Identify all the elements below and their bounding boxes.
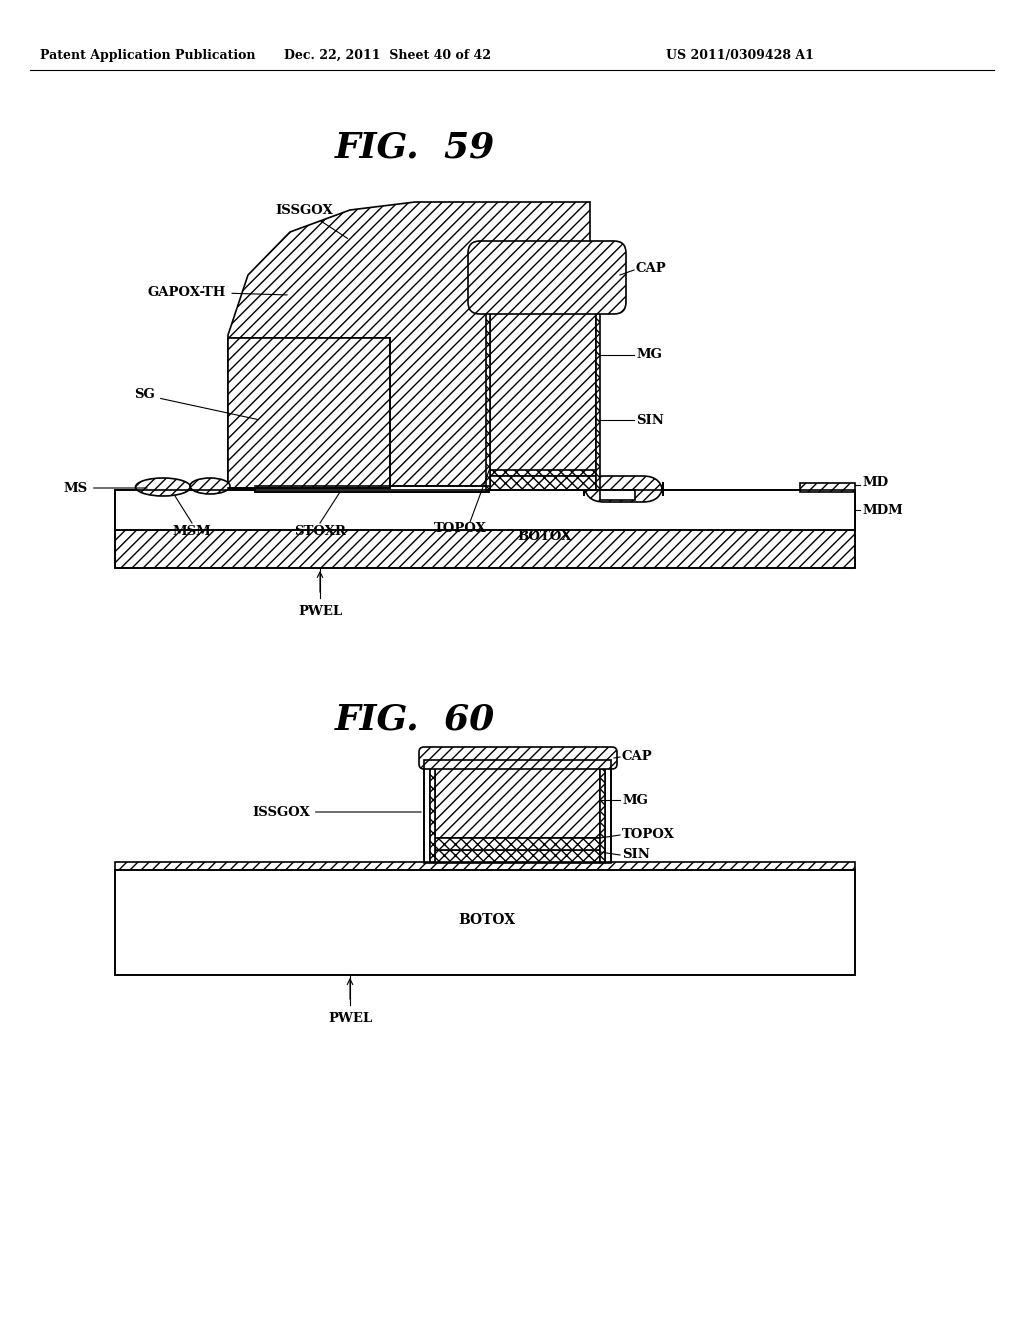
Bar	[228, 338, 390, 488]
Text: FIG.  59: FIG. 59	[335, 131, 496, 165]
Text: CAP: CAP	[622, 751, 652, 763]
Bar	[435, 850, 600, 862]
Bar	[115, 490, 855, 568]
Bar	[115, 870, 855, 975]
Bar	[115, 490, 855, 531]
Bar	[600, 760, 605, 862]
Text: ISSGOX: ISSGOX	[275, 203, 348, 239]
Bar	[605, 760, 611, 862]
Text: BOTOX: BOTOX	[459, 913, 515, 927]
Text: MDM: MDM	[862, 503, 903, 516]
Bar	[228, 338, 390, 488]
Bar	[490, 305, 596, 470]
Text: Patent Application Publication: Patent Application Publication	[40, 49, 256, 62]
Text: FIG.  60: FIG. 60	[335, 704, 496, 737]
Text: BOTOX: BOTOX	[518, 531, 572, 543]
FancyBboxPatch shape	[584, 477, 663, 502]
Bar	[490, 462, 596, 477]
Text: MG: MG	[622, 793, 648, 807]
Bar	[115, 490, 855, 568]
Bar	[800, 483, 855, 492]
Text: US 2011/0309428 A1: US 2011/0309428 A1	[666, 49, 814, 62]
Bar	[490, 477, 596, 490]
Bar	[115, 862, 855, 870]
Bar	[424, 760, 611, 863]
Bar	[600, 490, 635, 500]
Bar	[430, 760, 435, 862]
Text: STOXR: STOXR	[294, 525, 346, 539]
Bar	[435, 838, 600, 850]
Bar	[255, 486, 489, 492]
Text: GAPOX-TH: GAPOX-TH	[148, 285, 287, 298]
Text: PWEL: PWEL	[298, 605, 342, 618]
FancyBboxPatch shape	[468, 242, 626, 314]
Text: CAP: CAP	[636, 261, 667, 275]
Text: TOPOX: TOPOX	[433, 521, 486, 535]
Text: SIN: SIN	[636, 413, 664, 426]
Text: Dec. 22, 2011  Sheet 40 of 42: Dec. 22, 2011 Sheet 40 of 42	[285, 49, 492, 62]
Bar	[486, 305, 490, 490]
Text: PWEL: PWEL	[328, 1012, 372, 1026]
Text: TOPOX: TOPOX	[622, 829, 675, 842]
Bar	[115, 870, 855, 975]
Polygon shape	[228, 202, 590, 488]
Text: SIN: SIN	[622, 849, 650, 862]
Text: ISSGOX: ISSGOX	[252, 805, 421, 818]
Ellipse shape	[190, 478, 230, 494]
Ellipse shape	[135, 478, 190, 496]
Bar	[424, 760, 430, 862]
Text: MSM: MSM	[173, 525, 211, 539]
Text: SG: SG	[134, 388, 257, 420]
FancyBboxPatch shape	[419, 747, 617, 770]
Bar	[435, 760, 600, 838]
Text: MD: MD	[862, 477, 888, 490]
Bar	[596, 305, 600, 490]
Text: MS: MS	[63, 482, 147, 495]
Text: MG: MG	[636, 348, 662, 362]
